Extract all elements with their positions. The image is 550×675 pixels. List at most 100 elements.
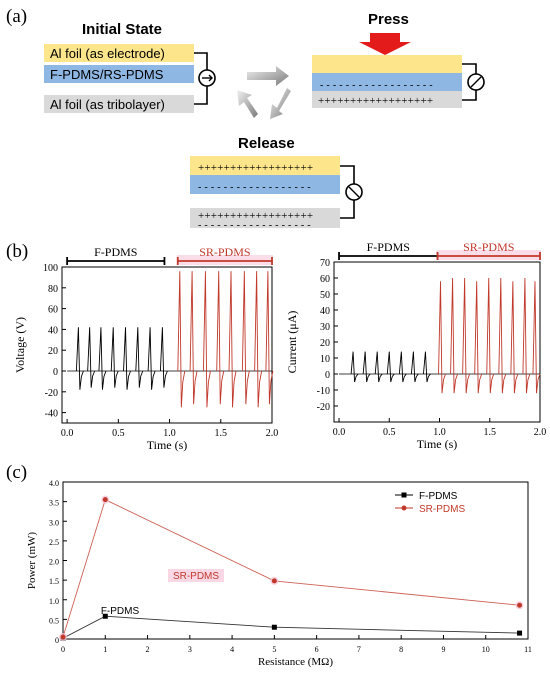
- voltage-segment-label: F-PDMS: [94, 245, 137, 259]
- current-pulse-f-pdms: [374, 351, 383, 383]
- current-pulse-f-pdms: [410, 351, 419, 383]
- current-pulse-sr-pdms: [438, 281, 446, 394]
- cycle-arrow-press: [247, 66, 289, 86]
- voltage-xtick-label: 0.5: [112, 428, 125, 439]
- voltage-pulse-sr-pdms: [254, 271, 263, 408]
- current-ytick-label: 40: [320, 306, 330, 317]
- release-ammeter-needle: [348, 186, 360, 198]
- initial-tribolayer-label: Al foil (as tribolayer): [50, 97, 165, 112]
- voltage-pulse-f-pdms: [123, 327, 131, 390]
- current-xtick-label: 0.5: [383, 427, 396, 438]
- current-plot-frame: [333, 261, 541, 423]
- panel-label-a: (a): [6, 6, 27, 27]
- power-xtick-label: 3: [188, 645, 192, 654]
- initial-pdms-layer: [44, 65, 194, 83]
- voltage-pulse-f-pdms: [147, 327, 156, 390]
- current-pulse-sr-pdms: [474, 281, 483, 394]
- power-line-sr-pdms: [62, 499, 520, 638]
- current-chart: 0.0 0.5 1.0 1.5 2.0 -20 -10 0 10 20 30 40 50 60 70 Time…: [285, 240, 546, 451]
- voltage-pulse-sr-pdms: [265, 271, 274, 405]
- current-segment-label: F-PDMS: [367, 240, 410, 254]
- voltage-xtick-label: 1.0: [163, 428, 176, 439]
- voltage-pulse-f-pdms: [75, 327, 84, 390]
- power-point-sr-pdms: [102, 497, 108, 503]
- voltage-pulse-sr-pdms: [228, 271, 237, 408]
- voltage-pulse-f-pdms: [135, 327, 144, 388]
- power-line-f-pdms: [62, 615, 520, 639]
- voltage-chart: 0.0 0.5 1.0 1.5 2.0 -40 -20 0 20 40 60 80 100 Time (s…: [13, 245, 278, 452]
- release-plus-row-top: ++++++++++++++++++: [198, 162, 313, 174]
- current-pulse-sr-pdms: [498, 277, 507, 394]
- voltage-ytick-label: -20: [45, 388, 58, 399]
- current-ytick-label: 30: [320, 322, 330, 333]
- power-xtick-label: 7: [357, 645, 361, 654]
- power-xtick-label: 9: [441, 645, 445, 654]
- initial-tribolayer: [44, 95, 194, 113]
- current-ytick-label: 0: [325, 370, 330, 381]
- press-dash-row: - - - - - - - - - - - - - - - - - -: [320, 80, 433, 91]
- power-xtick-label: 10: [482, 645, 490, 654]
- voltage-pulse-sr-pdms: [189, 271, 198, 405]
- press-ammeter-needle: [470, 76, 482, 88]
- current-pulse-f-pdms: [386, 351, 395, 383]
- legend-label-f-pdms: F-PDMS: [419, 491, 458, 502]
- current-ytick-label: 60: [320, 274, 330, 285]
- power-ytick-label: 3.0: [49, 518, 59, 527]
- power-ytick-label: 4.0: [49, 479, 59, 488]
- current-yaxis-label: Current (μA): [285, 311, 299, 374]
- annotation-f-pdms: F-PDMS: [101, 606, 140, 617]
- current-pulse-sr-pdms: [486, 277, 495, 394]
- voltage-xtick-label: 2.0: [266, 428, 279, 439]
- press-arrow-icon: [359, 33, 411, 55]
- current-pulse-f-pdms: [362, 351, 371, 383]
- voltage-ytick-label: -40: [45, 409, 58, 420]
- power-point-sr-pdms: [60, 634, 66, 640]
- voltage-ytick-label: 80: [48, 284, 58, 295]
- voltage-ytick-label: 100: [43, 263, 58, 274]
- cycle-arrow-release-down: [270, 88, 291, 119]
- power-xtick-label: 4: [230, 645, 234, 654]
- voltage-ytick-label: 0: [53, 367, 58, 378]
- power-xtick-label: 1: [103, 645, 107, 654]
- power-ytick-label: 1.5: [49, 577, 59, 586]
- current-xtick-label: 2.0: [534, 427, 547, 438]
- current-pulse-f-pdms: [398, 351, 407, 383]
- release-electrode-layer: [190, 156, 340, 175]
- voltage-ytick-label: 60: [48, 305, 58, 316]
- current-xaxis-label: Time (s): [417, 437, 458, 451]
- initial-ammeter-arrow: [208, 74, 213, 82]
- power-xtick-label: 6: [315, 645, 319, 654]
- current-pulse-sr-pdms: [532, 281, 541, 394]
- initial-state-title: Initial State: [82, 21, 162, 38]
- power-ytick-label: 3.5: [49, 499, 59, 508]
- voltage-ytick-label: 20: [48, 346, 58, 357]
- power-xtick-label: 8: [399, 645, 403, 654]
- power-ytick-label: 2.0: [49, 558, 59, 567]
- current-xtick-label: 1.0: [433, 427, 446, 438]
- voltage-ytick-label: 40: [48, 325, 58, 336]
- voltage-plot-frame: [61, 266, 273, 424]
- current-ytick-label: -10: [317, 386, 330, 397]
- current-ytick-label: -20: [317, 402, 330, 413]
- voltage-pulse-sr-pdms: [202, 271, 211, 408]
- cycle-arrow-release-up: [237, 90, 258, 118]
- power-point-sr-pdms: [271, 578, 277, 584]
- voltage-pulse-f-pdms: [98, 327, 107, 390]
- press-tribolayer: [312, 91, 462, 108]
- power-ytick-label: 0: [55, 636, 59, 645]
- current-ytick-label: 50: [320, 290, 330, 301]
- current-pulse-sr-pdms: [510, 281, 519, 394]
- current-pulse-sr-pdms: [450, 277, 459, 394]
- release-dash-row-top: - - - - - - - - - - - - - - - - - -: [198, 182, 311, 193]
- voltage-pulse-f-pdms: [110, 327, 119, 388]
- voltage-pulse-sr-pdms: [216, 271, 225, 405]
- legend-marker-sr-pdms: [401, 505, 407, 511]
- current-pulse-f-pdms: [350, 351, 359, 383]
- voltage-yaxis-label: Voltage (V): [13, 317, 27, 373]
- release-dash-row-bottom: - - - - - - - - - - - - - - - - - -: [198, 220, 311, 231]
- current-ytick-label: 70: [320, 258, 330, 269]
- press-electrode-layer: [312, 55, 462, 73]
- current-segment-label: SR-PDMS: [463, 240, 514, 254]
- power-yaxis-label: Power (mW): [26, 532, 38, 589]
